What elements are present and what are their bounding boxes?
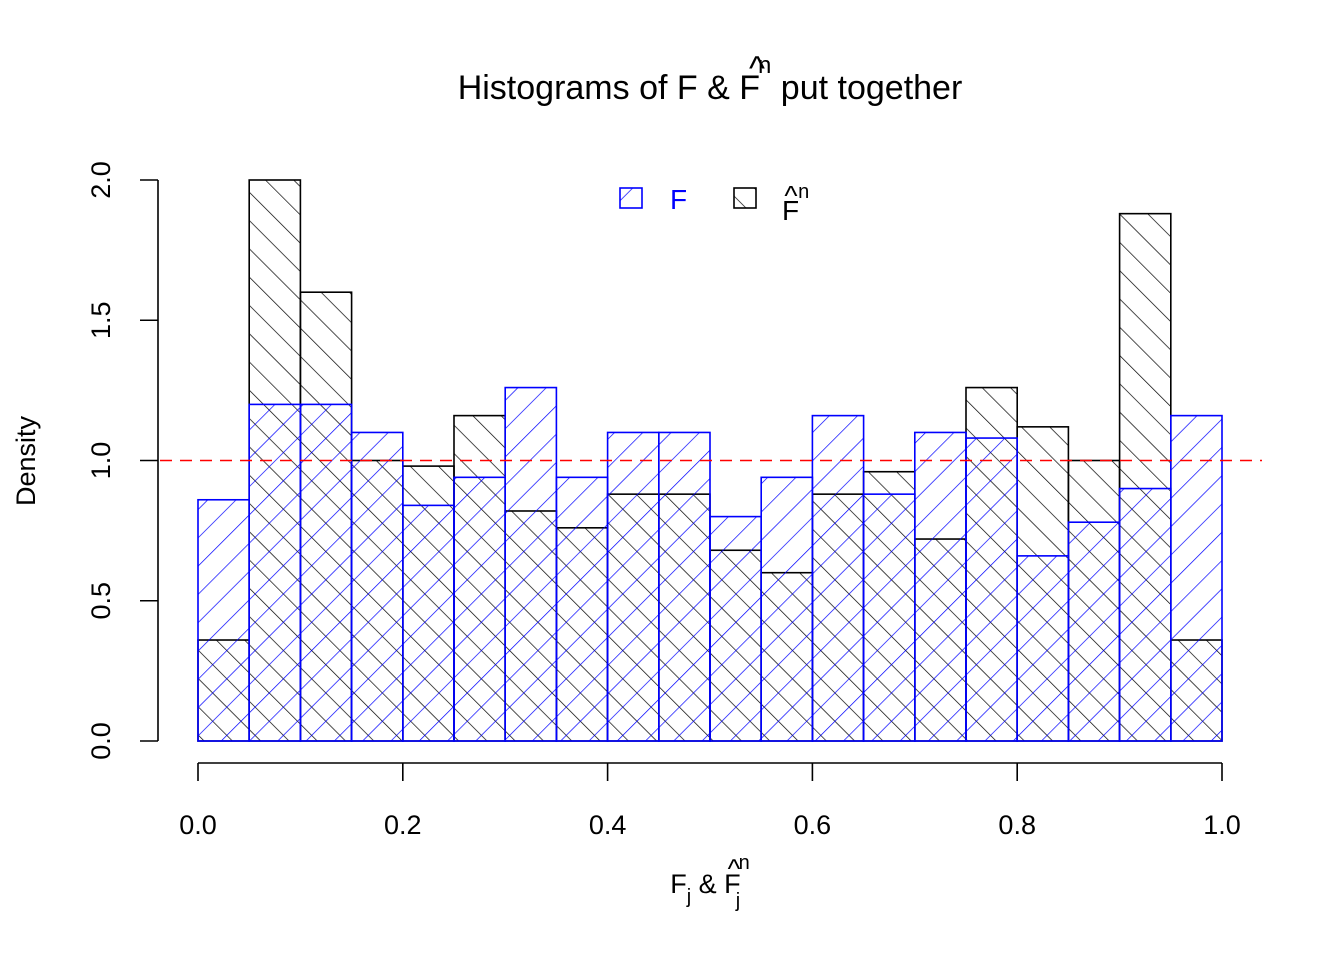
y-axis-title: Density bbox=[11, 415, 41, 506]
bar-f-13 bbox=[862, 493, 916, 742]
title-hat-sup: n bbox=[758, 52, 771, 79]
y-tick-label-1: 0.5 bbox=[86, 582, 116, 620]
title-hat-symbol: F bbox=[739, 69, 760, 107]
x-title-sub: j bbox=[686, 886, 691, 908]
bar-f-14 bbox=[913, 431, 967, 742]
bar-f-19 bbox=[1170, 414, 1223, 742]
bar-f-10 bbox=[709, 515, 763, 742]
bar-f-18 bbox=[1118, 487, 1172, 742]
y-tick-label-0: 0.0 bbox=[86, 722, 116, 760]
bar-f-5 bbox=[453, 476, 507, 742]
bar-f-17 bbox=[1067, 521, 1121, 742]
legend-label-f: F bbox=[670, 184, 687, 215]
bar-f-8 bbox=[606, 431, 660, 742]
chart-title: Histograms of F & Fn put together bbox=[458, 52, 963, 107]
bar-f-1 bbox=[248, 403, 302, 742]
legend-label-fhat: Fn bbox=[782, 181, 809, 226]
bar-f-16 bbox=[1016, 555, 1070, 742]
legend-swatch-f bbox=[619, 187, 643, 209]
x-axis: 0.0 0.2 0.4 0.6 0.8 1.0 bbox=[179, 762, 1241, 840]
x-tick-label-0: 0.0 bbox=[179, 810, 217, 840]
bar-f-12 bbox=[811, 414, 865, 742]
bar-f-2 bbox=[299, 403, 353, 742]
y-axis: 0.0 0.5 1.0 1.5 2.0 bbox=[86, 161, 159, 760]
bar-f-3 bbox=[350, 431, 404, 742]
bar-f-6 bbox=[504, 386, 558, 742]
title-hat-glyph: ^ bbox=[749, 50, 765, 88]
x-tick-label-1: 0.2 bbox=[384, 810, 422, 840]
bar-f-4 bbox=[401, 504, 455, 742]
bar-f-15 bbox=[965, 437, 1019, 742]
bar-f-11 bbox=[760, 476, 814, 742]
bar-f-7 bbox=[555, 476, 609, 742]
x-tick-label-5: 1.0 bbox=[1203, 810, 1241, 840]
x-tick-label-3: 0.6 bbox=[794, 810, 832, 840]
x-tick-label-4: 0.8 bbox=[998, 810, 1036, 840]
y-tick-label-4: 2.0 bbox=[86, 161, 116, 199]
bar-f-9 bbox=[657, 431, 711, 742]
y-tick-label-3: 1.5 bbox=[86, 301, 116, 339]
x-tick-label-2: 0.4 bbox=[589, 810, 627, 840]
legend-swatch-fhat bbox=[733, 187, 757, 209]
x-axis-title: Fj & Fn j bbox=[670, 852, 750, 912]
x-title-hat-symbol: F bbox=[724, 869, 741, 899]
bar-f-0 bbox=[197, 498, 251, 742]
x-title-hat-glyph: ^ bbox=[728, 854, 741, 884]
legend-hat-glyph: ^ bbox=[784, 180, 797, 211]
y-tick-label-2: 1.0 bbox=[86, 442, 116, 480]
x-title-hat-sub: j bbox=[735, 890, 740, 912]
series-f-bars bbox=[197, 386, 1223, 742]
x-title-hat-sup: n bbox=[739, 852, 750, 874]
legend: F Fn^ bbox=[619, 180, 809, 226]
